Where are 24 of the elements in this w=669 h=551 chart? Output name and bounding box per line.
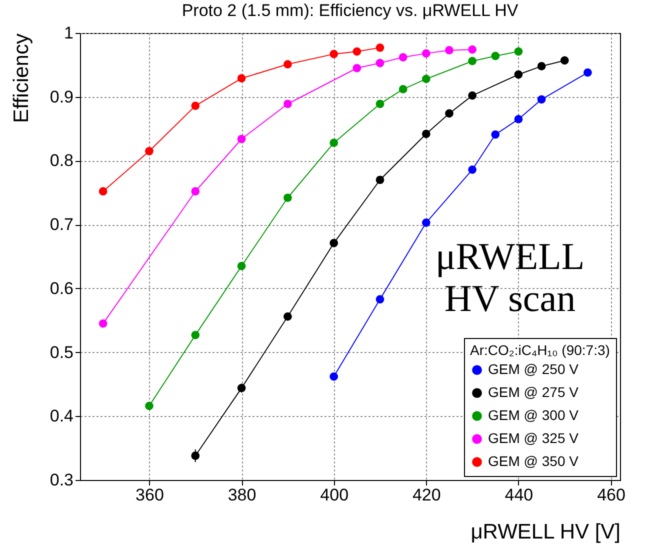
x-tick-label: 460: [597, 486, 626, 504]
y-axis-title: Efficiency: [10, 33, 33, 123]
x-tick-label: 420: [412, 486, 441, 504]
y-tick-label: 0.8: [50, 151, 74, 170]
annotation: μRWELL HV scan: [435, 236, 585, 320]
x-tick-label: 440: [504, 486, 534, 504]
y-tick-label: 1: [64, 24, 74, 42]
y-tick-label: 0.3: [50, 470, 74, 490]
y-tick-label: 0.9: [50, 87, 74, 106]
legend-label: GEM @ 325 V: [488, 430, 580, 446]
x-tick-label: 360: [136, 486, 164, 504]
x-tick-label: 380: [228, 486, 256, 504]
y-tick-label: 0.5: [50, 342, 74, 362]
legend-label: GEM @ 350 V: [488, 453, 580, 469]
legend-label: GEM @ 250 V: [488, 361, 580, 377]
y-tick-label: 0.4: [50, 406, 74, 426]
x-axis-title: μRWELL HV [V]: [470, 520, 620, 544]
chart-title: Proto 2 (1.5 mm): Efficiency vs. μRWELL HV: [182, 1, 519, 20]
x-tick-label: 400: [320, 486, 349, 504]
y-tick-label: 0.7: [50, 215, 74, 234]
y-tick-label: 0.6: [50, 278, 74, 298]
legend-label: GEM @ 300 V: [488, 407, 580, 423]
legend-title: Ar:CO₂:iC₄H₁₀ (90:7:3): [470, 342, 610, 358]
legend-label: GEM @ 275 V: [488, 384, 580, 400]
